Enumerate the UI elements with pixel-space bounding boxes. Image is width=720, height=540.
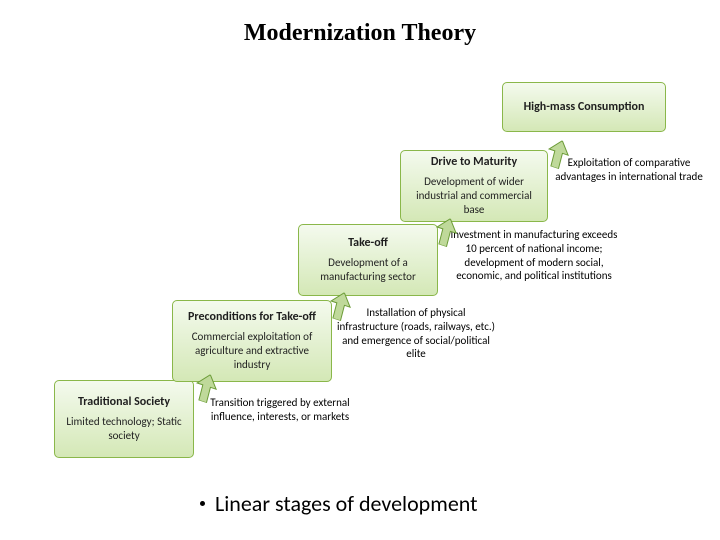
stage-title-1: Preconditions for Take-off — [179, 310, 325, 324]
stage-box-0: Traditional Society Limited technology; S… — [54, 380, 194, 458]
stage-box-3: Drive to Maturity Development of wider in… — [400, 150, 548, 222]
stage-title-2: Take-off — [305, 236, 431, 250]
stage-box-2: Take-off Development of a manufacturing s… — [298, 224, 438, 296]
annotation-2: Investment in manufacturing exceeds 10 p… — [444, 228, 624, 283]
stage-title-0: Traditional Society — [61, 395, 187, 409]
stage-title-4: High-mass Consumption — [509, 100, 659, 114]
stage-desc-3: Development of wider industrial and comm… — [407, 175, 541, 216]
stage-desc-2: Development of a manufacturing sector — [305, 256, 431, 284]
stage-desc-0: Limited technology; Static society — [61, 415, 187, 443]
annotation-1: Installation of physical infrastructure … — [336, 306, 496, 361]
annotation-3: Exploitation of comparative advantages i… — [554, 156, 704, 184]
stage-title-3: Drive to Maturity — [407, 155, 541, 169]
bullet-dot-icon — [200, 501, 205, 506]
page-title: Modernization Theory — [0, 20, 720, 47]
annotation-0: Transition triggered by external influen… — [200, 396, 360, 424]
bullet-text: Linear stages of development — [215, 490, 478, 517]
bullet-item: Linear stages of development — [200, 490, 478, 517]
stage-desc-1: Commercial exploitation of agriculture a… — [179, 330, 325, 371]
stage-box-1: Preconditions for Take-off Commercial exp… — [172, 300, 332, 382]
stage-box-4: High-mass Consumption — [502, 82, 666, 132]
